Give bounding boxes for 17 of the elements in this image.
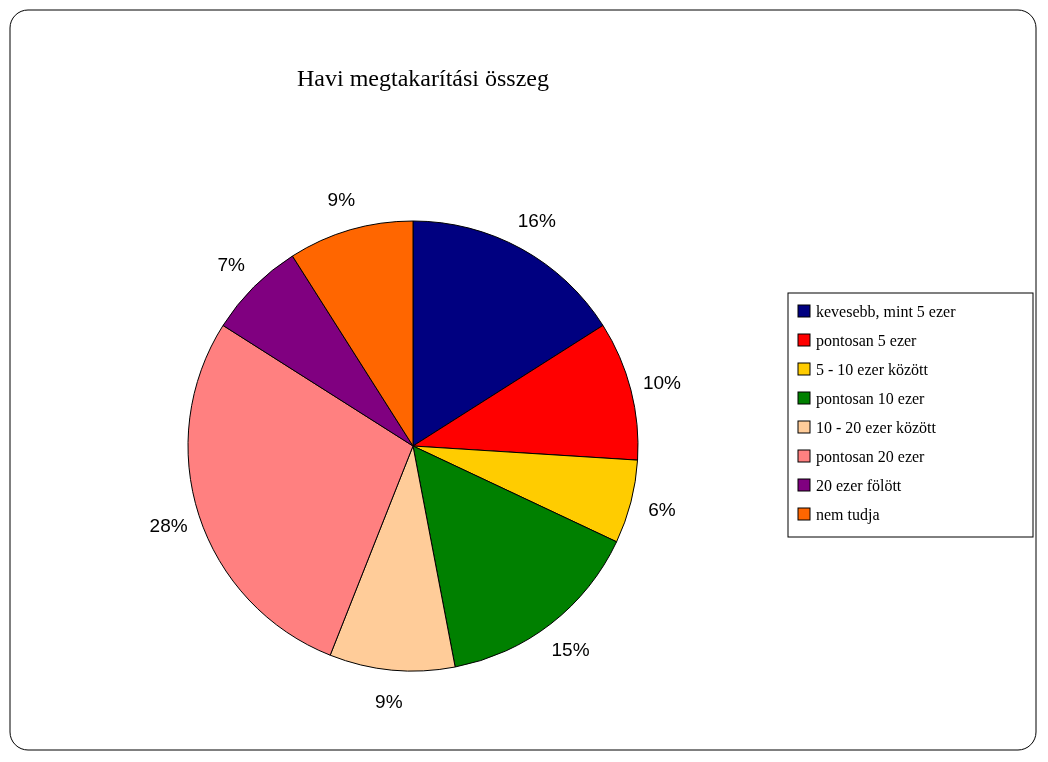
data-label: 9% [375,691,403,713]
legend-label: kevesebb, mint 5 ezer [816,302,957,320]
data-label: 15% [551,638,590,660]
data-label: 6% [648,499,676,521]
legend-label: 20 ezer fölött [816,476,902,494]
data-label: 16% [517,210,556,232]
data-label: 7% [217,253,246,275]
legend-label: pontosan 20 ezer [816,447,926,466]
legend-label: pontosan 10 ezer [816,389,926,408]
legend-label: 5 - 10 ezer között [816,360,929,378]
legend-label: nem tudja [816,505,880,524]
data-label: 10% [642,371,682,393]
legend-label: pontosan 5 ezer [816,331,918,350]
chart-title: Havi megtakarítási összeg [297,65,549,91]
data-label: 28% [149,514,188,536]
data-label: 9% [327,188,356,210]
legend-label: 10 - 20 ezer között [816,418,937,436]
